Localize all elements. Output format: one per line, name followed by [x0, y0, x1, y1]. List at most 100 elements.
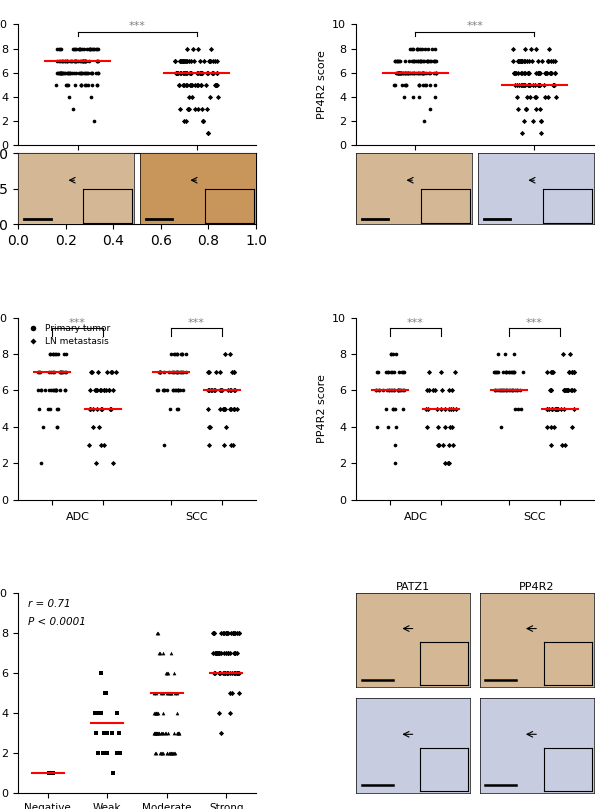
Point	[70, 42, 79, 55]
Point	[234, 667, 244, 680]
Point	[157, 747, 167, 760]
Point	[176, 66, 186, 79]
Point	[564, 366, 574, 379]
Point	[413, 66, 423, 79]
Point	[159, 384, 169, 397]
Point	[71, 66, 81, 79]
Point	[172, 706, 181, 719]
Point	[48, 366, 58, 379]
Point	[86, 91, 96, 104]
Point	[509, 66, 519, 79]
Point	[195, 66, 205, 79]
Text: SCC: SCC	[523, 512, 546, 523]
Point	[62, 78, 71, 91]
Point	[401, 78, 410, 91]
Point	[225, 686, 235, 699]
Point	[546, 366, 556, 379]
Point	[65, 66, 74, 79]
Point	[61, 384, 70, 397]
Point	[153, 726, 163, 739]
Point	[513, 66, 523, 79]
Point	[425, 78, 434, 91]
Point	[392, 348, 401, 361]
Point	[211, 667, 220, 680]
Point	[451, 402, 460, 415]
Point	[175, 66, 184, 79]
Point	[58, 54, 68, 67]
Point	[182, 78, 192, 91]
Point	[508, 42, 518, 55]
Point	[159, 384, 169, 397]
Point	[69, 54, 79, 67]
Point	[409, 54, 419, 67]
Point	[232, 646, 242, 659]
Point	[83, 78, 92, 91]
Point	[74, 42, 83, 55]
Point	[174, 78, 184, 91]
Point	[94, 747, 103, 760]
Point	[401, 66, 410, 79]
Point	[56, 366, 65, 379]
Point	[543, 54, 553, 67]
Text: ***: ***	[188, 318, 205, 328]
Point	[46, 348, 55, 361]
Point	[512, 91, 521, 104]
Point	[223, 667, 232, 680]
Point	[413, 54, 423, 67]
Point	[61, 348, 71, 361]
Point	[446, 402, 455, 415]
Point	[86, 42, 95, 55]
Point	[230, 366, 239, 379]
Point	[67, 54, 76, 67]
Point	[447, 420, 457, 433]
Point	[180, 54, 190, 67]
Point	[413, 42, 422, 55]
Point	[80, 66, 89, 79]
Point	[196, 66, 206, 79]
Point	[181, 366, 190, 379]
Point	[387, 366, 397, 379]
Point	[155, 366, 165, 379]
Point	[398, 402, 408, 415]
Point	[196, 66, 206, 79]
Point	[440, 456, 450, 469]
Point	[155, 747, 164, 760]
Point	[496, 420, 505, 433]
Point	[212, 366, 221, 379]
Point	[154, 646, 164, 659]
Point	[220, 667, 229, 680]
Point	[510, 66, 520, 79]
Point	[172, 66, 182, 79]
Point	[423, 402, 433, 415]
Point	[511, 384, 520, 397]
Point	[169, 726, 179, 739]
Point	[74, 42, 84, 55]
Point	[566, 384, 576, 397]
Point	[177, 348, 187, 361]
Point	[209, 667, 219, 680]
Point	[190, 78, 200, 91]
Point	[74, 54, 83, 67]
Point	[518, 78, 528, 91]
Point	[164, 747, 174, 760]
Point	[501, 384, 511, 397]
Point	[544, 402, 553, 415]
Point	[181, 66, 190, 79]
Point	[197, 66, 207, 79]
Point	[416, 54, 425, 67]
Point	[204, 420, 214, 433]
Point	[51, 384, 61, 397]
Point	[501, 366, 511, 379]
Point	[222, 667, 232, 680]
Point	[56, 366, 65, 379]
Point	[397, 366, 407, 379]
Point	[403, 66, 413, 79]
Point	[490, 384, 500, 397]
Point	[36, 456, 46, 469]
Point	[96, 706, 106, 719]
Point	[79, 54, 88, 67]
Point	[205, 54, 215, 67]
Point	[514, 78, 524, 91]
Point	[543, 54, 553, 67]
Point	[544, 42, 554, 55]
